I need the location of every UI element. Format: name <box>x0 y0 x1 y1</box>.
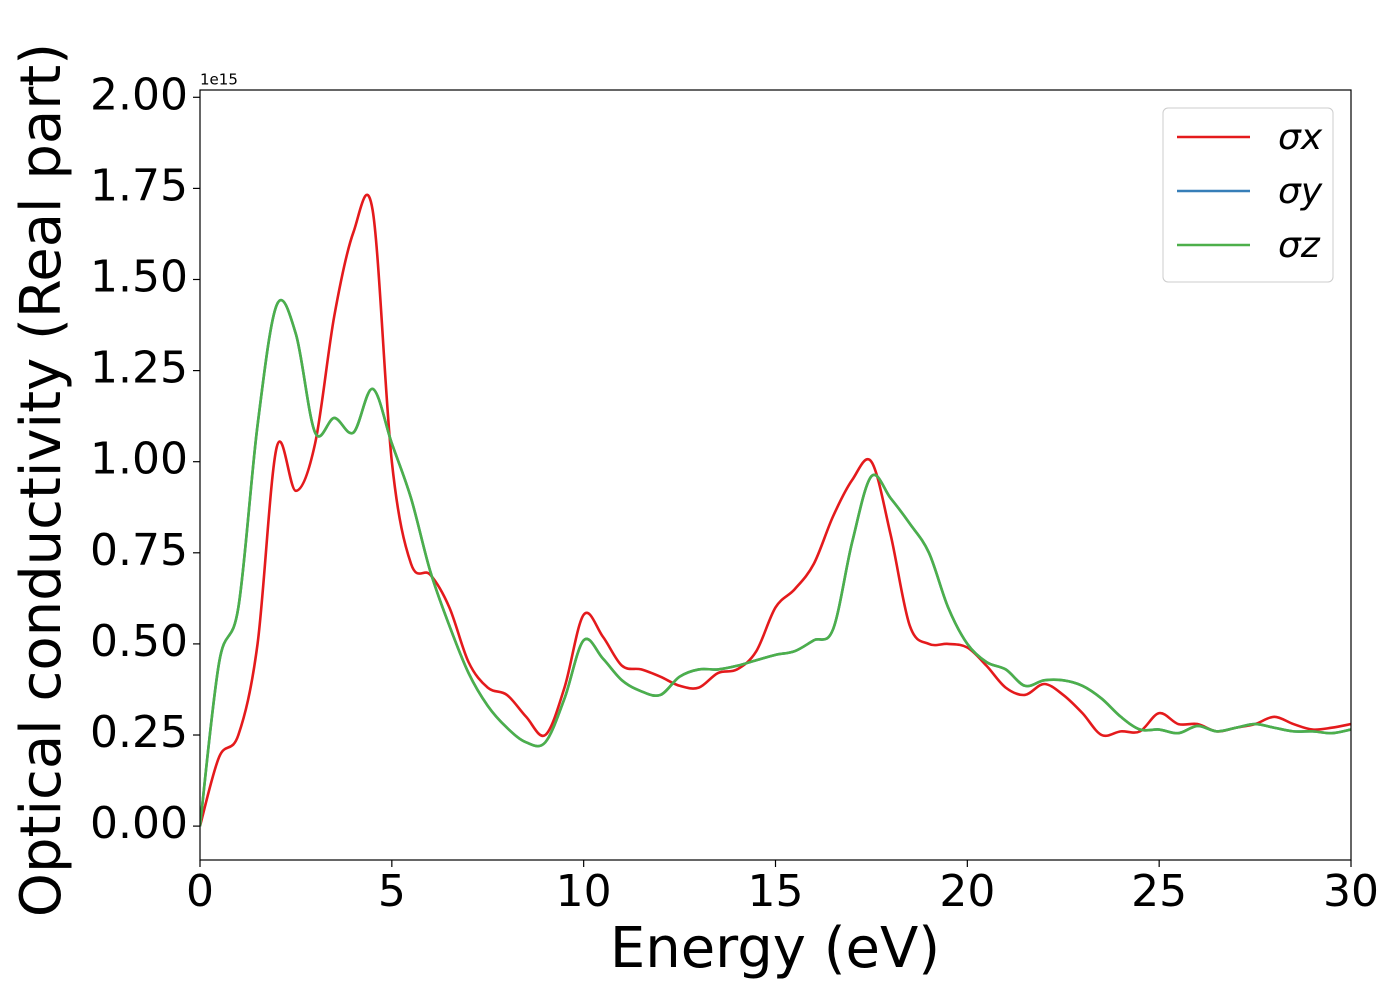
offset-label: 1e15 <box>200 71 238 89</box>
y-tick-label: 0.25 <box>90 707 188 758</box>
x-tick-label: 15 <box>748 866 804 917</box>
legend-label: σx <box>1278 117 1323 158</box>
y-tick-label: 1.25 <box>90 343 188 394</box>
legend-label: σy <box>1278 171 1323 212</box>
x-axis-label: Energy (eV) <box>610 916 940 981</box>
y-tick-label: 0.00 <box>90 798 188 849</box>
x-tick-label: 30 <box>1323 866 1379 917</box>
plot-frame <box>199 89 1352 861</box>
x-tick-label: 0 <box>186 866 214 917</box>
x-tick-label: 10 <box>556 866 612 917</box>
y-tick-label: 2.00 <box>90 69 188 120</box>
legend-box <box>1162 107 1334 283</box>
x-tick-label: 20 <box>939 866 995 917</box>
series-line <box>200 193 1351 827</box>
y-axis-label: Optical conductivity (Real part) <box>9 43 74 917</box>
y-tick-label: 0.50 <box>90 616 188 667</box>
x-tick-label: 5 <box>378 866 406 917</box>
x-tick-label: 25 <box>1131 866 1187 917</box>
y-tick-label: 1.00 <box>90 434 188 485</box>
series-line <box>200 298 1351 827</box>
y-tick-label: 1.50 <box>90 251 188 302</box>
series-line <box>200 298 1351 827</box>
legend-label: σz <box>1278 225 1321 266</box>
y-tick-label: 0.75 <box>90 525 188 576</box>
y-tick-label: 1.75 <box>90 160 188 211</box>
